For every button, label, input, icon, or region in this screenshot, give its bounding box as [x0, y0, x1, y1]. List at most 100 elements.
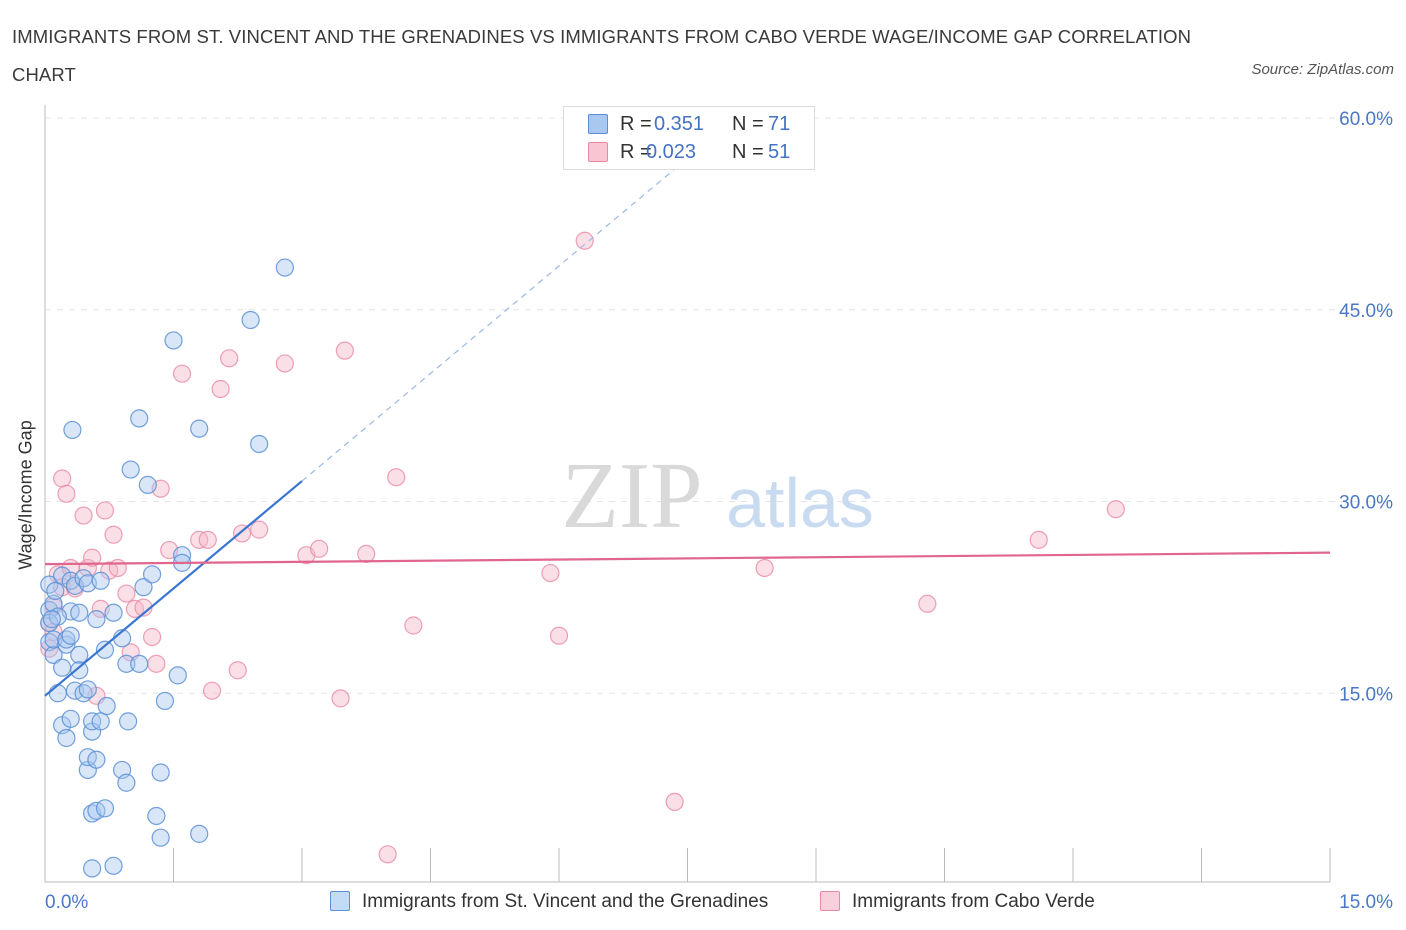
- x-tick-label: 0.0%: [45, 892, 88, 913]
- cabo-verde-point: [1029, 530, 1048, 549]
- cabo-verde-point: [541, 563, 560, 583]
- cabo-verde-point: [220, 349, 239, 368]
- st-vincent-point: [53, 566, 72, 585]
- legend-swatch-blue: [588, 114, 608, 134]
- st-vincent-point: [250, 434, 269, 454]
- cabo-verde-point: [275, 354, 294, 373]
- cabo-verde-point: [335, 341, 354, 360]
- y-tick-label: 60.0%: [1339, 109, 1393, 130]
- grid-lines: [45, 117, 1392, 694]
- tick-labels: 15.0% 30.0% 45.0% 60.0% 0.0% 15.0%: [45, 109, 1393, 913]
- cabo-verde-point: [755, 558, 774, 578]
- cabo-verde-trend-line: [44, 551, 1331, 566]
- st-vincent-point: [147, 806, 166, 826]
- st-vincent-points: [40, 258, 294, 878]
- st-vincent-point: [151, 828, 170, 847]
- x-tick-label: 15.0%: [1339, 892, 1393, 913]
- st-vincent-point: [63, 420, 82, 440]
- cabo-verde-point: [202, 681, 222, 700]
- st-vincent-point: [241, 310, 260, 330]
- cabo-verde-point: [57, 484, 76, 503]
- st-vincent-point: [44, 645, 63, 665]
- cabo-verde-point: [117, 584, 136, 603]
- y-tick-label: 30.0%: [1339, 493, 1393, 514]
- legend-r-label: R =: [620, 113, 652, 135]
- watermark: ZIP atlas: [562, 444, 874, 548]
- cabo-verde-point: [104, 525, 123, 544]
- legend-r-value: 0.351: [654, 113, 705, 135]
- st-vincent-point: [134, 578, 153, 597]
- cabo-verde-point: [665, 792, 684, 812]
- legend-n-label: N =: [732, 113, 764, 135]
- st-vincent-point: [118, 712, 138, 731]
- st-vincent-point: [70, 645, 89, 665]
- st-vincent-point: [130, 409, 149, 428]
- cabo-verde-point: [147, 654, 166, 673]
- legend-r-label: R =: [620, 141, 652, 163]
- st-vincent-point: [151, 763, 170, 782]
- cabo-verde-point: [1106, 500, 1125, 519]
- cabo-verde-point: [74, 506, 93, 525]
- st-vincent-point: [121, 460, 140, 479]
- st-vincent-point: [104, 856, 123, 875]
- legend-n-value: 51: [768, 141, 791, 163]
- st-vincent-point: [164, 331, 183, 350]
- st-vincent-point: [53, 658, 72, 677]
- y-axis-label: Wage/Income Gap: [16, 420, 37, 569]
- cabo-verde-point: [95, 501, 115, 520]
- cabo-verde-point: [53, 469, 72, 488]
- st-vincent-point: [95, 640, 115, 659]
- cabo-verde-point: [357, 544, 376, 564]
- st-vincent-point: [155, 691, 175, 711]
- st-vincent-point: [78, 680, 97, 699]
- axes: [44, 105, 1331, 883]
- cabo-verde-point: [331, 689, 350, 708]
- y-axis-label-text: Wage/Income Gap: [15, 420, 36, 570]
- legend-n-value: 71: [768, 113, 791, 135]
- bottom-legend-label: Immigrants from St. Vincent and the Gren…: [362, 891, 769, 912]
- st-vincent-point: [61, 626, 80, 645]
- cabo-verde-point: [198, 530, 217, 549]
- st-vincent-point: [275, 258, 294, 277]
- y-tick-label: 45.0%: [1339, 301, 1393, 322]
- st-vincent-point: [83, 859, 102, 878]
- cabo-verde-point: [211, 379, 230, 399]
- st-vincent-point: [117, 654, 136, 673]
- watermark-atlas: atlas: [726, 464, 874, 542]
- cabo-verde-point: [918, 594, 937, 613]
- y-tick-label: 15.0%: [1339, 684, 1393, 705]
- legend-r-value: 0.023: [646, 141, 697, 163]
- stats-legend: R = 0.351 N = 71 R = 0.023 N = 51: [563, 106, 815, 170]
- cabo-verde-point: [404, 616, 423, 635]
- st-vincent-point: [168, 666, 187, 685]
- bottom-legend-swatch-blue: [330, 891, 350, 911]
- legend-n-label: N =: [732, 141, 764, 163]
- st-vincent-point: [57, 635, 76, 654]
- legend-swatch-pink: [588, 142, 608, 162]
- cabo-verde-point: [142, 627, 162, 647]
- cabo-verde-point: [549, 626, 569, 645]
- bottom-legend-label: Immigrants from Cabo Verde: [852, 891, 1095, 912]
- cabo-verde-point: [232, 524, 252, 543]
- trend-lines: [44, 150, 1331, 697]
- st-vincent-point: [130, 654, 149, 673]
- st-vincent-trend-extension: [301, 150, 697, 482]
- cabo-verde-point: [172, 364, 192, 383]
- st-vincent-point: [87, 610, 106, 629]
- st-vincent-point: [57, 728, 76, 748]
- st-vincent-point: [95, 799, 115, 818]
- st-vincent-point: [70, 603, 89, 622]
- st-vincent-point: [142, 565, 162, 584]
- cabo-verde-point: [387, 468, 406, 487]
- st-vincent-point: [138, 475, 157, 494]
- st-vincent-point: [97, 696, 116, 716]
- st-vincent-point: [61, 709, 80, 728]
- cabo-verde-point: [310, 539, 329, 558]
- cabo-verde-point: [378, 845, 397, 864]
- st-vincent-point: [190, 824, 209, 843]
- cabo-verde-point: [250, 520, 269, 539]
- st-vincent-point: [48, 684, 67, 703]
- st-vincent-point: [42, 610, 61, 629]
- cabo-verde-point: [108, 558, 127, 578]
